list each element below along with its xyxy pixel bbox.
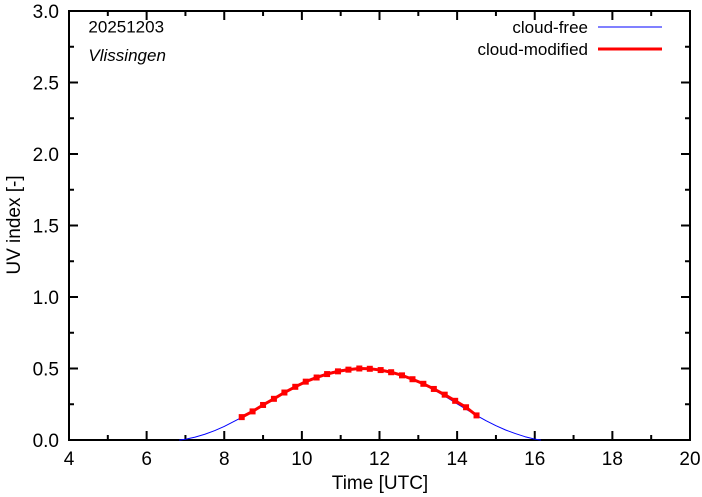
x-tick-label: 4 [64,449,75,470]
plot-frame [68,10,691,441]
x-axis-tick-labels: 4 6 8 10 12 14 16 18 20 [64,449,701,470]
y-tick-label: 2.0 [33,145,59,166]
x-tick-label: 10 [291,449,312,470]
series-marker-cloud-modified [463,404,470,411]
series-marker-cloud-modified [334,368,341,375]
series-marker-cloud-modified [420,380,427,387]
plot-annotations: 20251203 Vlissingen [88,17,166,65]
x-tick-label: 18 [602,449,623,470]
annotation-station: Vlissingen [88,46,166,65]
series-marker-cloud-modified [249,408,256,415]
x-tick-label: 6 [141,449,152,470]
series-marker-cloud-modified [399,372,406,379]
series-marker-cloud-modified [441,391,448,398]
y-tick-label: 1.5 [33,217,59,238]
series-marker-cloud-modified [366,365,373,372]
x-tick-label: 12 [369,449,390,470]
series-marker-cloud-modified [388,369,395,376]
series-marker-cloud-modified [281,389,288,396]
series-marker-cloud-modified [313,374,320,381]
series-marker-cloud-modified [238,414,245,421]
series-marker-cloud-modified [430,385,437,392]
series-marker-cloud-modified [345,366,352,373]
x-axis-title: Time [UTC] [332,473,428,494]
x-tick-label: 20 [679,449,700,470]
x-axis-ticks [68,11,691,440]
y-tick-label: 0.0 [33,431,59,452]
series-marker-cloud-modified [302,378,309,385]
legend-label-cloud-modified: cloud-modified [477,40,588,59]
y-tick-label: 0.5 [33,360,59,381]
y-tick-label: 2.5 [33,74,59,95]
series-line-cloud-modified [240,367,479,419]
series-marker-cloud-modified [409,376,416,383]
legend: cloud-free cloud-modified [477,18,662,59]
series-marker-cloud-modified [270,395,277,402]
y-tick-label: 1.0 [33,288,59,309]
annotation-date: 20251203 [88,17,164,36]
series-marker-cloud-modified [452,397,459,404]
legend-label-cloud-free: cloud-free [512,18,588,37]
y-axis-title: UV index [-] [4,175,25,274]
series-marker-cloud-modified [473,412,480,419]
series-marker-cloud-modified [324,371,331,378]
data-series-group [179,365,542,441]
series-marker-cloud-modified [260,401,267,408]
y-axis-ticks [69,10,690,441]
series-marker-cloud-modified [377,367,384,374]
x-tick-label: 14 [447,449,469,470]
y-axis-tick-labels: 0.0 0.5 1.0 1.5 2.0 2.5 3.0 [33,2,59,452]
series-line-cloud-free [179,368,542,441]
series-marker-cloud-modified [292,383,299,390]
series-marker-cloud-modified [356,365,363,372]
y-tick-label: 3.0 [33,2,59,23]
x-tick-label: 16 [524,449,545,470]
x-tick-label: 8 [219,449,230,470]
